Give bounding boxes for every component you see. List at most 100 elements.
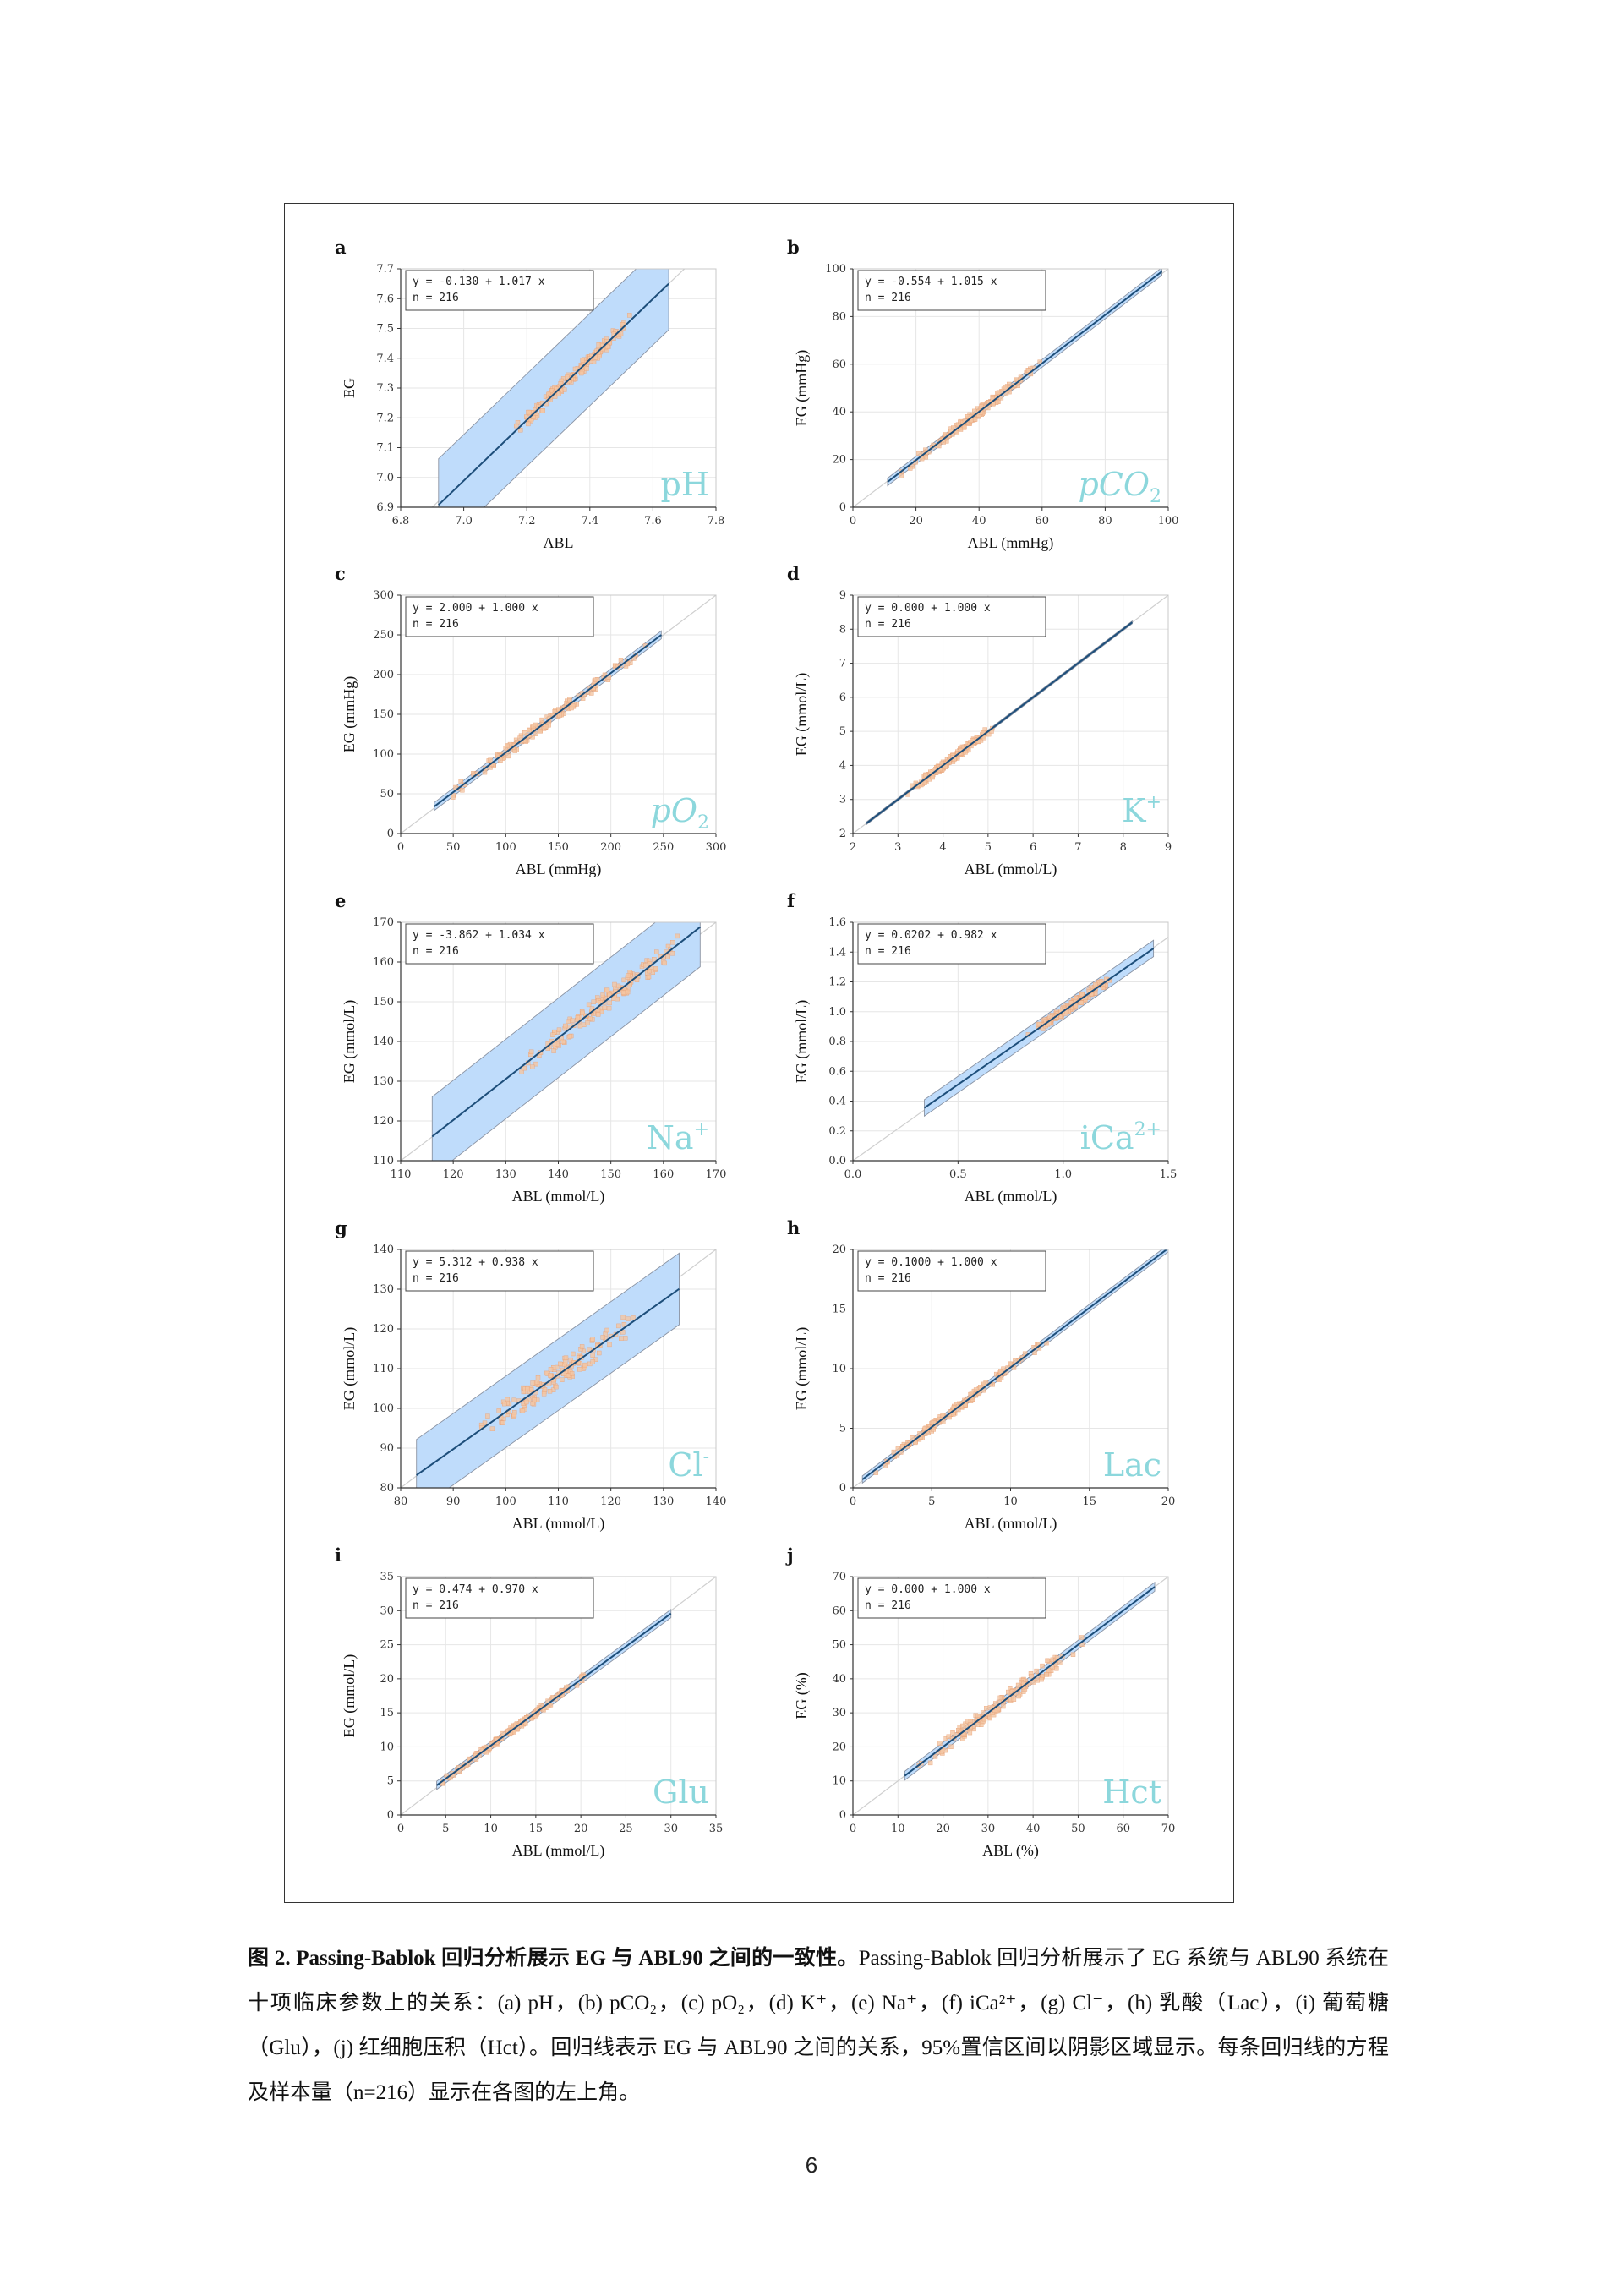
sample-size-text: n = 216	[413, 618, 459, 631]
x-tick-label: 0.0	[844, 1168, 862, 1181]
data-point	[523, 1721, 528, 1726]
data-point	[1040, 1663, 1045, 1669]
x-tick-label: 8	[1120, 841, 1127, 854]
data-point	[575, 1015, 581, 1020]
data-point	[587, 1347, 592, 1353]
data-point	[552, 709, 557, 714]
data-point	[555, 1041, 560, 1047]
data-point	[941, 440, 946, 445]
x-tick-label: 5	[985, 841, 992, 854]
equation-text: y = -0.554 + 1.015 x	[865, 276, 997, 288]
y-tick-label: 5	[387, 1775, 394, 1788]
y-tick-label: 10	[832, 1775, 846, 1788]
parameter-watermark: Hct	[1102, 1774, 1161, 1811]
x-tick-label: 30	[981, 1823, 996, 1835]
x-tick-label: 10	[484, 1823, 498, 1835]
data-point	[981, 1716, 987, 1722]
data-point	[532, 1397, 537, 1402]
data-point	[965, 414, 970, 419]
data-point	[502, 1401, 507, 1407]
data-point	[662, 960, 667, 966]
x-tick-label: 0.5	[949, 1168, 967, 1181]
data-point	[581, 1348, 587, 1354]
data-point	[654, 949, 659, 954]
y-tick-label: 0	[387, 828, 394, 840]
x-tick-label: 40	[972, 515, 986, 528]
y-axis-label: EG	[341, 378, 358, 398]
data-point	[1070, 1652, 1076, 1657]
data-point	[514, 423, 519, 429]
sample-size-text: n = 216	[865, 945, 911, 958]
data-point	[558, 1361, 563, 1367]
x-tick-label: 0	[397, 841, 404, 854]
data-point	[1016, 1693, 1021, 1699]
y-tick-label: 30	[832, 1707, 846, 1719]
data-point	[972, 408, 977, 414]
data-point	[560, 1377, 565, 1383]
data-point	[873, 1470, 878, 1475]
data-point	[580, 696, 586, 701]
watermark-superscript: -	[703, 1446, 709, 1468]
y-tick-label: 120	[373, 1115, 394, 1128]
x-axis-label: ABL (%)	[982, 1842, 1039, 1860]
data-point	[1011, 1697, 1017, 1702]
equation-box	[857, 923, 1046, 965]
parameter-watermark: pH	[661, 466, 709, 503]
x-axis-label: ABL (mmol/L)	[965, 1188, 1057, 1205]
data-point	[975, 1714, 981, 1719]
data-point	[937, 1741, 943, 1747]
y-axis-label: EG (%)	[793, 1672, 811, 1719]
data-point	[972, 417, 978, 422]
data-point	[604, 1327, 609, 1333]
x-tick-label: 0	[850, 515, 856, 528]
y-tick-label: 7.7	[376, 263, 394, 276]
equation-text: y = 0.1000 + 1.000 x	[865, 1256, 997, 1269]
y-tick-label: 9	[839, 589, 846, 602]
data-point	[496, 1408, 502, 1413]
sample-size-text: n = 216	[865, 292, 911, 304]
data-point	[540, 408, 545, 413]
data-point	[1101, 985, 1106, 991]
data-point	[556, 1027, 562, 1032]
data-point	[932, 1754, 938, 1759]
equation-box	[405, 923, 594, 965]
data-point	[998, 1375, 1004, 1381]
data-point	[566, 1019, 571, 1025]
figure-panels: 6.8 7.0 7.2 7.4 7.6 7.8 6.9 7.0 7.1 7.2 7.3 7.4 7.5 7…	[335, 237, 1178, 1860]
regression-line	[436, 1612, 672, 1786]
data-point	[1001, 1366, 1006, 1371]
equation-box	[857, 1577, 1046, 1619]
data-point	[519, 1069, 524, 1074]
data-point	[620, 990, 626, 995]
data-point	[1046, 1668, 1052, 1673]
data-point	[526, 421, 531, 427]
data-point	[605, 344, 610, 349]
x-tick-label: 90	[446, 1495, 461, 1508]
data-point	[548, 1366, 554, 1372]
data-point	[579, 370, 584, 376]
data-point	[505, 753, 511, 759]
data-point	[891, 1449, 897, 1455]
x-tick-label: 80	[394, 1495, 408, 1508]
data-point	[616, 1323, 621, 1329]
x-tick-label: 0	[397, 1823, 404, 1835]
data-point	[590, 1353, 595, 1358]
data-point	[590, 1337, 595, 1342]
data-point	[1039, 1676, 1044, 1682]
y-tick-label: 0	[387, 1809, 394, 1822]
parameter-watermark: pO2	[651, 792, 709, 834]
y-tick-label: 60	[832, 358, 846, 371]
y-tick-label: 170	[373, 916, 394, 929]
data-point	[485, 1413, 490, 1419]
panel-letter: e	[335, 890, 346, 911]
y-tick-label: 10	[832, 1363, 846, 1375]
y-tick-label: 20	[832, 1741, 846, 1753]
y-tick-label: 15	[380, 1707, 394, 1719]
data-point	[978, 1384, 983, 1390]
x-tick-label: 35	[709, 1823, 724, 1835]
data-point	[555, 1364, 560, 1370]
plot-area	[853, 1577, 1168, 1815]
data-point	[1093, 981, 1098, 987]
y-tick-label: 7.4	[376, 353, 394, 365]
y-tick-label: 150	[373, 996, 394, 1009]
